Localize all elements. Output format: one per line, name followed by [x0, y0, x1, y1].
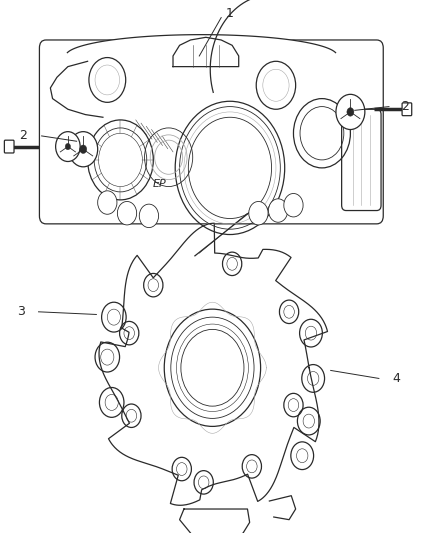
Circle shape	[56, 132, 80, 161]
Circle shape	[89, 58, 126, 102]
Circle shape	[117, 201, 137, 225]
Circle shape	[80, 145, 87, 154]
Text: 3: 3	[17, 305, 25, 318]
Circle shape	[347, 108, 354, 116]
Polygon shape	[99, 223, 328, 505]
Circle shape	[284, 193, 303, 217]
Circle shape	[336, 94, 365, 130]
Circle shape	[69, 132, 98, 167]
Text: EP: EP	[153, 179, 167, 189]
Text: 4: 4	[392, 372, 400, 385]
FancyBboxPatch shape	[4, 140, 14, 153]
Text: 2: 2	[19, 130, 27, 142]
Text: 2: 2	[401, 100, 409, 113]
Circle shape	[139, 204, 159, 228]
Circle shape	[268, 199, 288, 222]
Polygon shape	[173, 37, 239, 67]
Circle shape	[98, 191, 117, 214]
FancyBboxPatch shape	[39, 40, 383, 224]
FancyBboxPatch shape	[402, 103, 412, 116]
Circle shape	[65, 143, 71, 150]
Circle shape	[249, 201, 268, 225]
FancyBboxPatch shape	[342, 109, 381, 211]
Circle shape	[256, 61, 296, 109]
Text: 1: 1	[226, 7, 234, 20]
Polygon shape	[180, 509, 250, 533]
